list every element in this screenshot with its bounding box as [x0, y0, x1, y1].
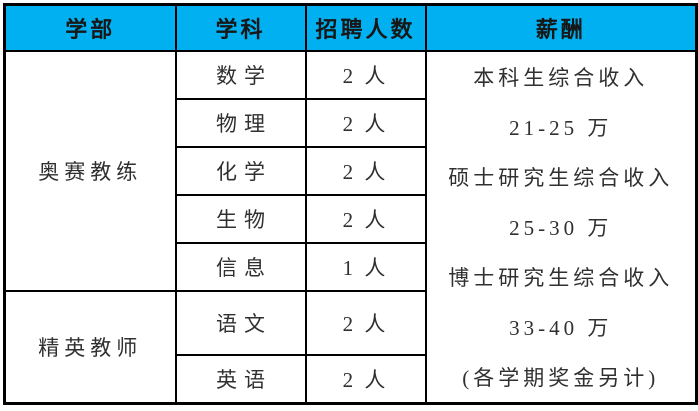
subject-math: 数学: [174, 49, 307, 100]
department-olympiad-coach: 奥赛教练: [3, 49, 177, 292]
salary-cell: 本科生综合收入 21-25 万 硕士研究生综合收入 25-30 万 博士研究生综…: [424, 49, 698, 404]
header-salary: 薪酬: [424, 3, 698, 52]
recruitment-table: 学部 学科 招聘人数 薪酬 奥赛教练 数学 2 人 本科生综合收入 21-25 …: [3, 3, 698, 405]
subject-english: 英语: [174, 354, 307, 404]
table-row: 奥赛教练 数学 2 人 本科生综合收入 21-25 万 硕士研究生综合收入 25…: [3, 49, 698, 404]
table-row: 生物 2 人: [5, 193, 697, 244]
count-biology: 2 人: [304, 193, 427, 244]
table-row: 信息 1 人: [5, 241, 697, 292]
header-row: 学部 学科 招聘人数 薪酬: [3, 3, 698, 52]
subject-biology: 生物: [174, 193, 307, 244]
subject-informatics: 信息: [174, 241, 307, 292]
table-header: 学部 学科 招聘人数 薪酬: [3, 3, 698, 52]
count-chinese: 2 人: [304, 289, 427, 356]
count-informatics: 1 人: [304, 241, 427, 292]
table-row: 化学 2 人: [5, 145, 697, 196]
salary-line-phd-range: 33-40 万: [509, 315, 613, 340]
table-body: 奥赛教练 数学 2 人 本科生综合收入 21-25 万 硕士研究生综合收入 25…: [3, 49, 698, 404]
table-row: 精英教师 语文 2 人: [3, 289, 697, 404]
salary-line-phd-label: 博士研究生综合收入: [448, 265, 674, 290]
count-english: 2 人: [304, 354, 427, 404]
subject-chinese: 语文: [174, 289, 307, 356]
salary-line-master-range: 25-30 万: [509, 215, 613, 240]
salary-line-bachelor-range: 21-25 万: [509, 115, 613, 140]
salary-line-bonus-note: (各学期奖金另计): [462, 365, 660, 390]
salary-line-bachelor-label: 本科生综合收入: [473, 65, 649, 90]
header-subject: 学科: [174, 3, 307, 52]
subject-physics: 物理: [174, 97, 307, 148]
department-elite-teacher: 精英教师: [3, 289, 177, 404]
table-row: 物理 2 人: [5, 97, 697, 148]
table-row: 英语 2 人: [5, 354, 697, 404]
salary-line-master-label: 硕士研究生综合收入: [448, 165, 674, 190]
count-chemistry: 2 人: [304, 145, 427, 196]
header-department: 学部: [3, 3, 177, 52]
count-math: 2 人: [304, 49, 427, 100]
header-count: 招聘人数: [304, 3, 427, 52]
subject-chemistry: 化学: [174, 145, 307, 196]
count-physics: 2 人: [304, 97, 427, 148]
